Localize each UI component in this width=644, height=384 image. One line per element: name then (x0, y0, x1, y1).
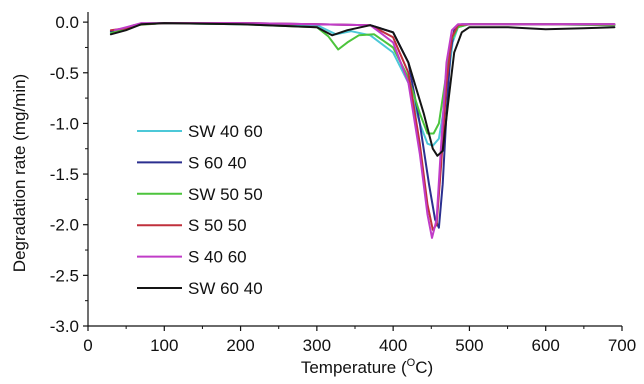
legend-label: SW 40 60 (188, 122, 263, 141)
y-tick-label: -2.0 (50, 216, 79, 235)
series-line-3 (109, 22, 616, 135)
x-axis-title: Temperature (OC) (301, 357, 433, 377)
series-line-4 (109, 22, 616, 231)
x-axis-title-text: Temperature ( (301, 358, 407, 377)
legend-label: SW 60 40 (188, 279, 263, 298)
legend-label: S 40 60 (188, 248, 247, 267)
y-tick-label: -1.5 (50, 165, 79, 184)
series-line-2 (109, 22, 616, 229)
legend: SW 40 60 S 60 40 SW 50 50 S 50 50 S 40 60 SW … (137, 122, 263, 298)
x-tick-label: 600 (532, 336, 560, 355)
x-tick-label: 700 (608, 336, 636, 355)
y-axis-ticks: 0.0 -0.5 -1.0 -1.5 -2.0 -2.5 -3.0 (50, 13, 88, 336)
x-tick-label: 100 (150, 336, 178, 355)
y-tick-label: 0.0 (55, 13, 79, 32)
y-tick-label: -1.0 (50, 114, 79, 133)
series-line-6 (109, 22, 616, 157)
x-axis-title-tail: C) (415, 358, 433, 377)
x-axis-title-superscript: O (407, 357, 416, 369)
x-tick-label: 500 (455, 336, 483, 355)
series-line-1 (109, 22, 616, 147)
legend-label: S 50 50 (188, 216, 247, 235)
x-tick-label: 200 (226, 336, 254, 355)
x-tick-label: 400 (379, 336, 407, 355)
x-axis-ticks: 0 100 200 300 400 500 600 700 (83, 326, 636, 355)
y-tick-label: -2.5 (50, 266, 79, 285)
y-tick-label: -0.5 (50, 64, 79, 83)
legend-label: S 60 40 (188, 153, 247, 172)
y-tick-label: -3.0 (50, 317, 79, 336)
x-tick-label: 300 (303, 336, 331, 355)
legend-label: SW 50 50 (188, 185, 263, 204)
x-tick-label: 0 (83, 336, 92, 355)
series-layer (109, 22, 616, 239)
y-axis-title: Degradation rate (mg/min) (10, 74, 29, 272)
